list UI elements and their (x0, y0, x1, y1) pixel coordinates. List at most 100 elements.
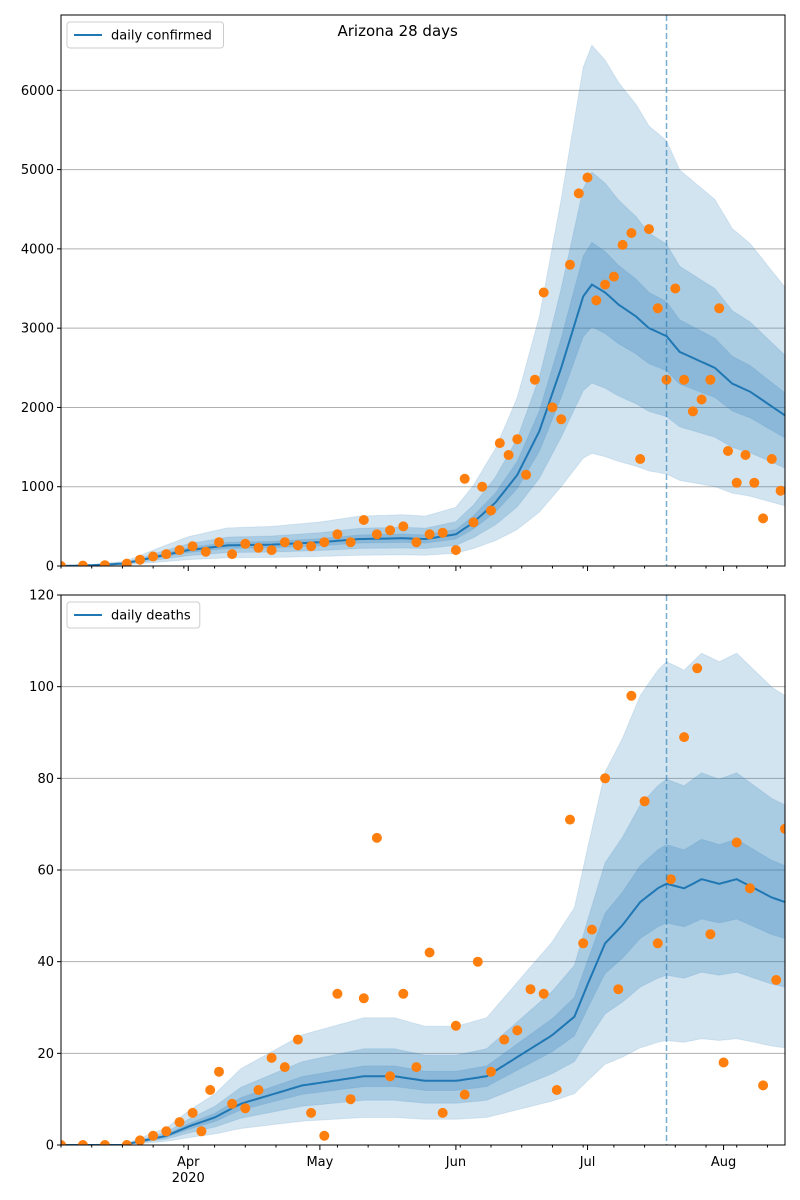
y-tick-label: 3000 (21, 322, 54, 337)
y-tick-label: 0 (46, 560, 54, 575)
series-line-daily-deaths (61, 878, 785, 1145)
data-point (200, 546, 211, 557)
data-point (679, 374, 690, 385)
data-point (714, 303, 725, 314)
data-point (161, 549, 172, 560)
data-point (424, 947, 435, 958)
uncertainty-band-2 (61, 772, 785, 1145)
data-point (687, 406, 698, 417)
data-point (306, 541, 317, 552)
data-point (459, 1089, 470, 1100)
data-point (780, 823, 785, 834)
data-point (635, 454, 646, 464)
data-point (437, 527, 448, 538)
data-point (670, 283, 681, 294)
data-point (319, 1130, 330, 1141)
data-point (450, 545, 461, 556)
data-point (551, 1085, 562, 1095)
data-point (547, 402, 558, 413)
data-point (652, 938, 663, 949)
data-point (749, 477, 760, 488)
y-tick-label: 100 (29, 680, 54, 695)
data-point (214, 1066, 224, 1077)
data-point (411, 537, 422, 548)
data-point (187, 541, 198, 552)
data-point (371, 529, 382, 540)
data-point (398, 988, 409, 999)
data-point (705, 374, 716, 385)
data-point (512, 1025, 523, 1036)
data-point (121, 1140, 132, 1145)
data-point (266, 1052, 277, 1063)
data-point (512, 434, 523, 445)
data-point (740, 450, 751, 460)
data-point (731, 837, 742, 848)
data-point (696, 394, 707, 405)
data-point (437, 1107, 448, 1118)
y-tick-label: 5000 (21, 163, 54, 178)
data-point (61, 1140, 66, 1145)
data-point (565, 814, 575, 825)
data-point (196, 1126, 207, 1137)
data-point (744, 883, 755, 894)
data-point (775, 485, 785, 496)
data-point (240, 538, 251, 549)
data-point (626, 228, 637, 238)
x-tick-label: Jun (445, 1155, 466, 1170)
x-tick-label: Apr (177, 1155, 200, 1170)
y-tick-label: 0 (46, 1139, 54, 1154)
x-tick-label: Aug (711, 1155, 736, 1170)
data-point (578, 938, 589, 949)
data-point (227, 1098, 238, 1109)
data-point (582, 172, 593, 183)
data-point (723, 446, 733, 456)
data-point (121, 558, 132, 566)
data-point (371, 832, 382, 843)
data-point (652, 303, 663, 314)
data-point (279, 537, 290, 548)
data-point (358, 515, 369, 525)
data-point (538, 287, 549, 298)
data-point (385, 1071, 396, 1082)
legend-box (66, 21, 224, 49)
data-point (494, 438, 505, 449)
plot-area (61, 652, 785, 1145)
data-point (459, 473, 470, 484)
data-point (644, 224, 654, 235)
data-point (77, 560, 88, 566)
data-point (99, 560, 110, 566)
data-point (617, 239, 628, 250)
legend: daily confirmed (66, 21, 224, 49)
data-point (345, 1094, 356, 1105)
data-point (135, 1135, 145, 1145)
data-point (718, 1057, 729, 1068)
data-point (766, 454, 777, 464)
data-point (692, 663, 703, 674)
uncertainty-band-1 (61, 838, 785, 1145)
data-point (591, 295, 602, 306)
data-point (525, 984, 536, 995)
data-point (608, 271, 619, 282)
data-point (227, 549, 238, 560)
data-point (503, 450, 514, 460)
data-point (731, 477, 742, 488)
data-point (99, 1140, 110, 1145)
data-point (306, 1107, 317, 1118)
uncertainty-band-3 (61, 44, 785, 566)
data-point (292, 1034, 303, 1045)
data-point (61, 561, 66, 566)
y-tick-label: 20 (37, 1047, 54, 1062)
chart-title: Arizona 28 days (337, 22, 458, 40)
data-point (174, 1117, 185, 1128)
data-point (468, 517, 479, 528)
data-point (398, 521, 409, 532)
data-point (477, 481, 488, 492)
data-point (266, 545, 277, 556)
uncertainty-band-2 (61, 171, 785, 566)
y-tick-label: 120 (29, 589, 54, 604)
data-point (521, 469, 532, 480)
data-point (411, 1062, 422, 1073)
uncertainty-band-1 (61, 241, 785, 566)
